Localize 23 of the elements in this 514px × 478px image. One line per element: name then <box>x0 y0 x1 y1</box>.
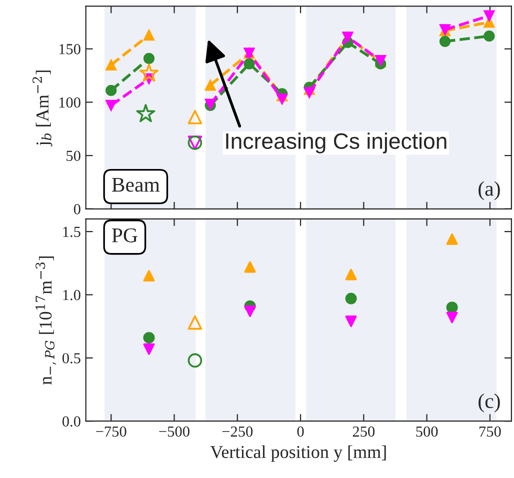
y-tick-label: 50 <box>66 150 80 161</box>
annotation: Beam <box>112 178 160 192</box>
y-tick-label: 1.5 <box>63 226 80 238</box>
y-tick-label: 1.0 <box>63 290 80 300</box>
x-tick-label: 750 <box>480 426 501 437</box>
y-tick-label: 0.5 <box>62 353 80 364</box>
annotation: (a) <box>478 181 500 200</box>
x-tick-label: −250 <box>222 426 253 437</box>
x-tick-label: 0 <box>297 426 304 437</box>
x-tick-label: −500 <box>159 426 190 437</box>
y-tick-label: 0 <box>74 204 80 214</box>
x-tick-label: −750 <box>96 426 126 437</box>
annotation: Increasing Cs injection <box>226 132 446 154</box>
x-tick-label: 250 <box>352 426 375 437</box>
x-axis-title: Vertical position y [mm] <box>210 445 386 462</box>
annotation: (c) <box>478 393 500 412</box>
y-tick-label: 100 <box>59 97 80 108</box>
y-axis-title: n$_{−,PG}$ [10$^{17}$m$^{−3}$] <box>36 256 56 385</box>
y-tick-label: 150 <box>59 44 80 54</box>
y-axis-title: j$_{b}$ [Am$^{−2}$] <box>32 70 52 146</box>
annotation: PG <box>112 228 138 242</box>
x-tick-label: 500 <box>416 426 438 437</box>
y-tick-label: 0.0 <box>62 416 80 427</box>
